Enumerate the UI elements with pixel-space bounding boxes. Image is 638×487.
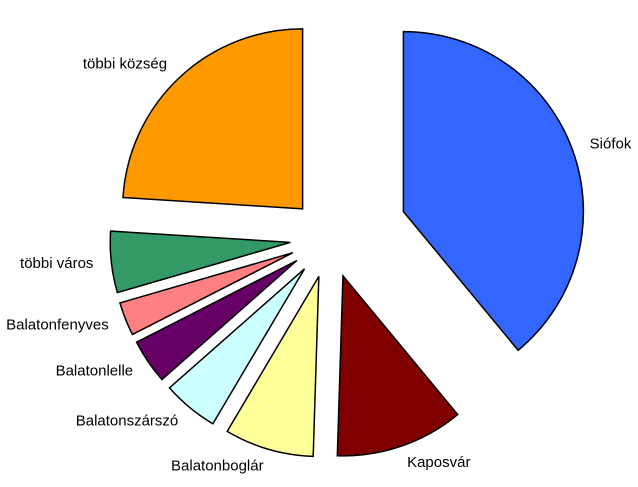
pie-slice [168,268,306,425]
slice-label: Balatonboglár [171,458,264,475]
slice-label: Balatonfenyves [6,317,109,334]
slice-label: Balatonlelle [56,363,134,380]
slice-label: Siófok [590,135,632,152]
pie-slice [336,273,459,457]
slice-label: többi város [20,255,93,272]
slice-label: Balatonszárszó [76,412,179,429]
slice-label: Kaposvár [407,454,470,471]
pie-slice [119,252,294,336]
pie-slice [135,259,298,381]
slice-label: többi község [83,55,167,72]
pie-slice [402,30,585,352]
pie-slice [122,28,304,210]
pie-slice [109,230,291,294]
pie-slice [226,276,320,458]
